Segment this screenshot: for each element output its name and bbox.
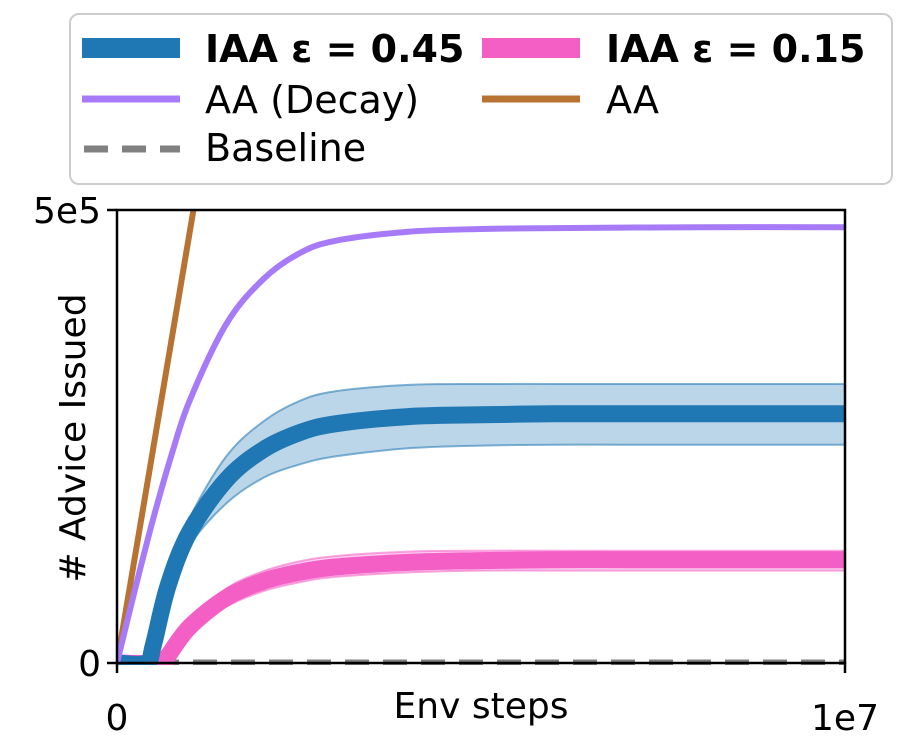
legend-label-iaa-045: IAA ε = 0.45: [205, 27, 464, 71]
legend-label-baseline: Baseline: [205, 126, 366, 170]
series-line-aa-decay: [117, 224, 845, 664]
legend-label-iaa-015: IAA ε = 0.15: [606, 27, 865, 71]
x-tick-label-1: 1e7: [811, 698, 879, 739]
series-line-aa: [117, 210, 197, 664]
y-tick-label-1: 5e5: [33, 191, 101, 232]
legend: IAA ε = 0.45 IAA ε = 0.15 AA (Decay) AA …: [69, 13, 893, 185]
legend-label-aa-decay: AA (Decay): [205, 78, 419, 122]
plot-area: [117, 210, 845, 665]
band-iaa-0-45: [117, 382, 845, 665]
series-line-iaa-0-45: [117, 405, 845, 665]
axes-frame: [115, 208, 847, 665]
series-line-iaa-0-15: [117, 551, 845, 665]
legend-frame: [69, 13, 893, 185]
y-tick-label-0: 0: [78, 644, 101, 685]
legend-label-aa: AA: [606, 78, 659, 122]
x-tick-label-0: 0: [106, 698, 129, 739]
y-axis-label: # Advice Issued: [53, 293, 94, 582]
x-axis-label: Env steps: [394, 686, 569, 727]
axis-ticks: 0 1e7 0 5e5: [33, 191, 879, 739]
